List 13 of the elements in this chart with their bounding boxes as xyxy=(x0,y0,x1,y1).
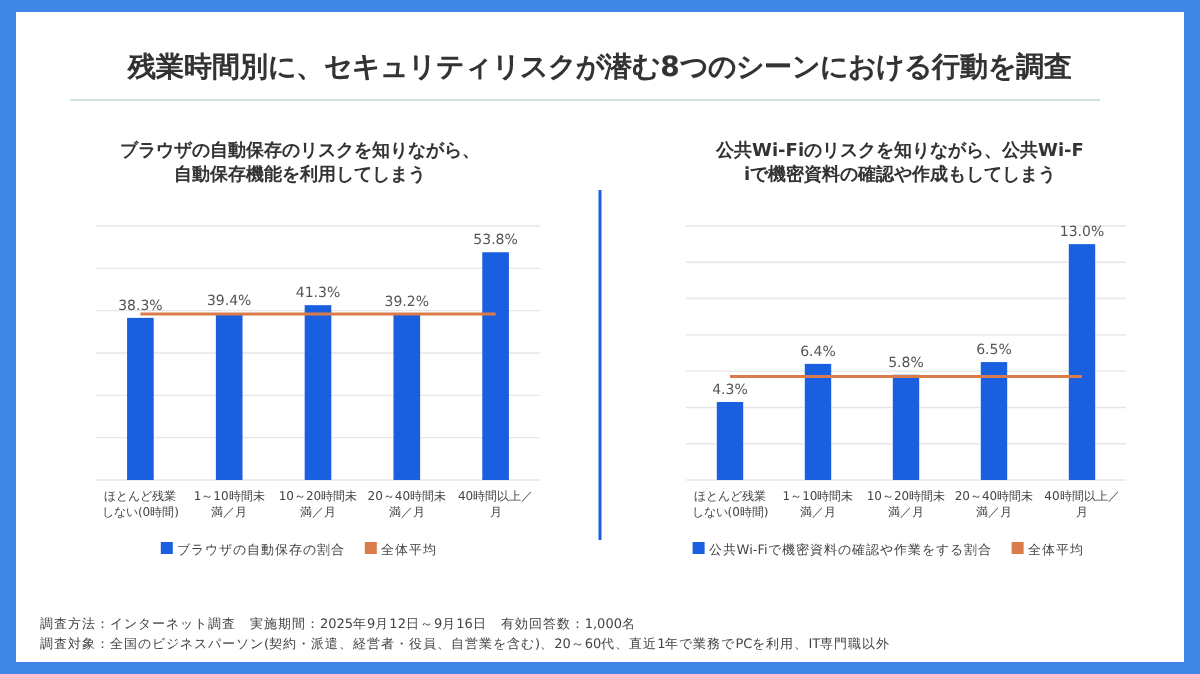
bar xyxy=(304,305,332,480)
bar xyxy=(892,374,920,480)
bar xyxy=(804,363,832,480)
chart-title: 公共Wi-Fiのリスクを知りながら、公共Wi-Fiで機密資料の確認や作成もしてしまう xyxy=(714,140,1084,186)
bar xyxy=(716,401,744,480)
bar xyxy=(393,314,421,480)
text: 残業時間別に、セキュリティリスクが潜む8つのシーンにおける行動を調査 xyxy=(126,50,1072,84)
bar xyxy=(127,317,154,480)
bar xyxy=(980,362,1008,480)
bar xyxy=(215,313,243,480)
chart-title: ブラウザの自動保存のリスクを知りながら、自動保存機能を利用してしまう xyxy=(120,140,480,186)
bar xyxy=(482,252,509,480)
bar xyxy=(1068,244,1096,480)
